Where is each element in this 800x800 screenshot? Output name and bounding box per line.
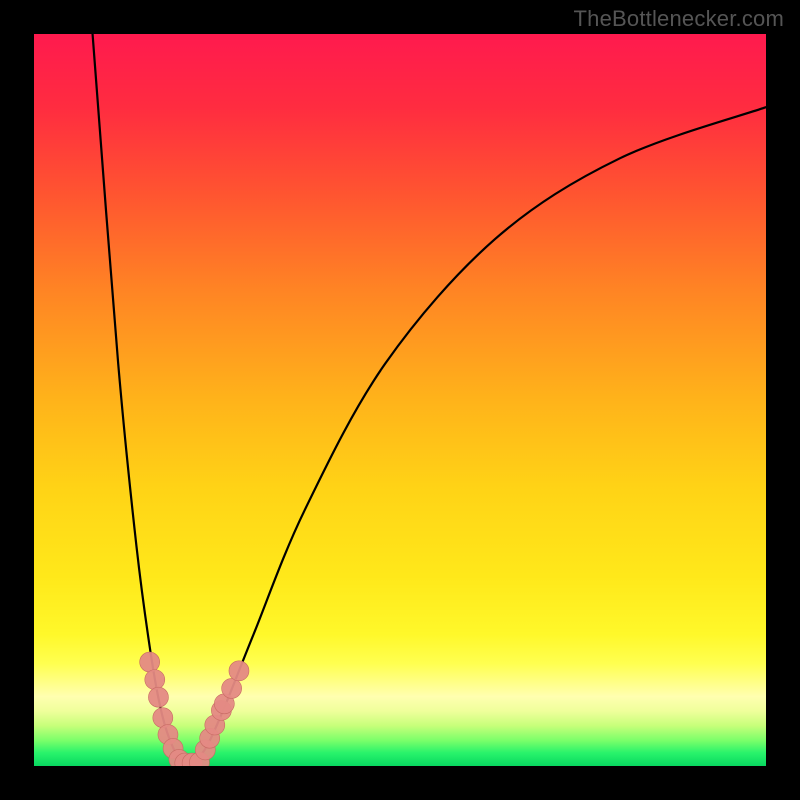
data-marker bbox=[140, 652, 160, 672]
data-marker bbox=[145, 670, 165, 690]
data-marker bbox=[222, 678, 242, 698]
chart-svg bbox=[0, 0, 800, 800]
data-marker bbox=[229, 661, 249, 681]
bottleneck-chart: TheBottlenecker.com bbox=[0, 0, 800, 800]
data-marker bbox=[148, 687, 168, 707]
watermark-label: TheBottlenecker.com bbox=[574, 6, 784, 32]
